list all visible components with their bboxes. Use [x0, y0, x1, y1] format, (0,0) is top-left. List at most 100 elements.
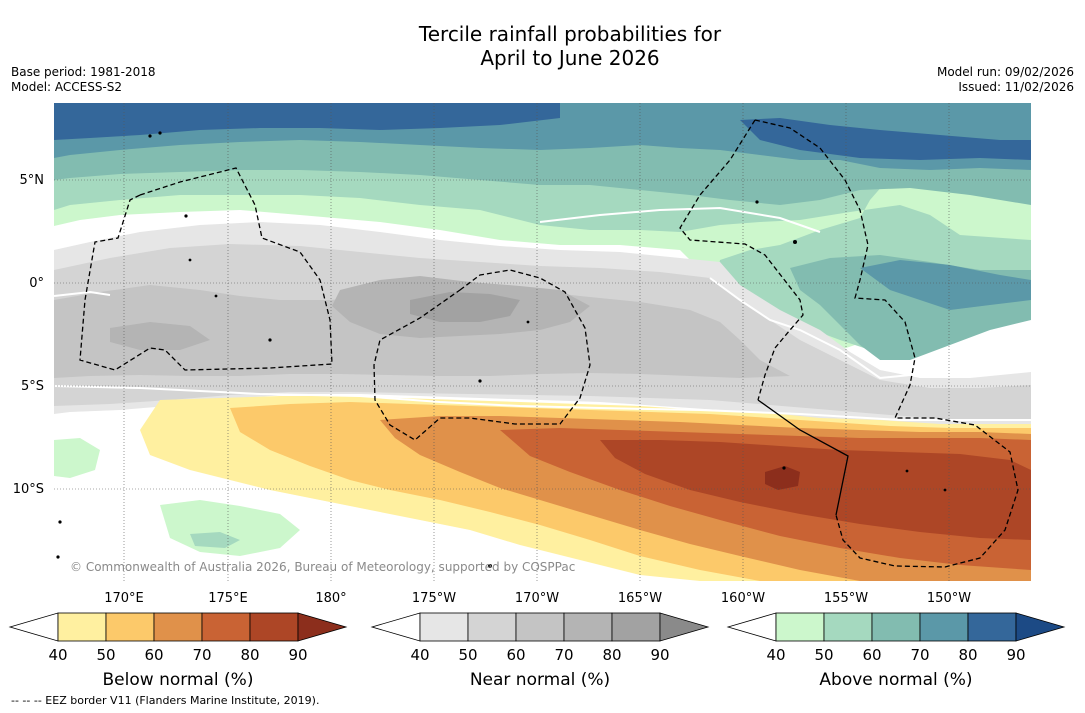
colorbar-below-tick: 80	[240, 646, 259, 664]
lon-label-150w: 150°W	[927, 591, 971, 606]
colorbar-near-segment	[467, 612, 517, 642]
colorbar-near-title: Near normal (%)	[470, 670, 610, 690]
colorbar-below-segment	[153, 612, 203, 642]
colorbar-near-segment	[515, 612, 565, 642]
eez-kiribati-gilbert	[79, 167, 333, 371]
above-80-east-region	[740, 118, 1031, 160]
islands	[56, 131, 947, 568]
colorbar-above-high-arrow	[1015, 612, 1066, 642]
eez-solid-segment	[757, 399, 849, 516]
colorbar-above-segment	[919, 612, 969, 642]
eez-kiribati-line-west	[679, 119, 804, 401]
above-40-south-patch	[54, 438, 100, 478]
island	[58, 520, 62, 524]
eez-footnote: -- -- -- EEZ border V11 (Flanders Marine…	[11, 694, 320, 707]
colorbar-above-segment	[967, 612, 1017, 642]
island	[214, 294, 218, 298]
colorbar-near: 40 50 60 70 80 90 Near normal (%)	[370, 612, 710, 690]
colorbar-below-high-arrow	[297, 612, 348, 642]
lat-label-5s: 5°S	[21, 379, 44, 394]
colorbar-below-title: Below normal (%)	[103, 670, 254, 690]
lon-label-175w: 175°W	[412, 591, 456, 606]
above-80-region	[54, 103, 560, 140]
chart-title-line1: Tercile rainfall probabilities for	[418, 22, 722, 46]
copyright-text: © Commonwealth of Australia 2026, Bureau…	[70, 560, 575, 574]
lat-label-10s: 10°S	[13, 482, 44, 497]
colorbar-below-segment	[249, 612, 299, 642]
colorbar-above-segment	[871, 612, 921, 642]
island	[268, 338, 272, 342]
eez-borders	[79, 119, 1019, 568]
island	[755, 200, 759, 204]
lon-label-170e: 170°E	[104, 591, 144, 606]
meta-left: Base period: 1981-2018 Model: ACCESS-S2	[11, 65, 156, 95]
above-70-south-region	[860, 260, 1031, 310]
island	[188, 258, 192, 262]
colorbar-above-low-arrow	[726, 612, 777, 642]
island	[148, 134, 152, 138]
model-run-label: Model run: 09/02/2026	[936, 65, 1074, 79]
chart-title: Tercile rainfall probabilities for April…	[0, 22, 1085, 70]
issued-label: Issued: 11/02/2026	[958, 80, 1074, 94]
island	[905, 469, 909, 473]
colorbar-near-segment	[563, 612, 613, 642]
gridlines	[54, 103, 1031, 581]
contour-above-boundary	[54, 206, 1031, 380]
below-80-region	[600, 440, 1031, 540]
colorbar-above-title: Above normal (%)	[819, 670, 972, 690]
island	[184, 214, 188, 218]
lat-label-5n: 5°N	[20, 173, 45, 188]
colorbar-above-tick: 90	[1006, 646, 1025, 664]
island	[526, 320, 530, 324]
colorbar-below-tick: 70	[192, 646, 211, 664]
above-50-southwest-patch	[190, 532, 240, 548]
colorbar-near-tick: 50	[458, 646, 477, 664]
lon-label-160w: 160°W	[721, 591, 765, 606]
below-90-region	[765, 466, 800, 490]
colorbar-above-tick: 70	[910, 646, 929, 664]
colorbar-above-tick: 80	[958, 646, 977, 664]
colorbar-above: 40 50 60 70 80 90 Above normal (%)	[726, 612, 1066, 690]
near-70-west-region	[110, 322, 210, 350]
colorbar-above-segment	[775, 612, 825, 642]
colorbar-below-segment	[201, 612, 251, 642]
colorbar-above-segment	[823, 612, 873, 642]
chart-title-line2: April to June 2026	[480, 46, 660, 70]
eez-kiribati-line	[754, 119, 1019, 568]
colorbar-near-tick: 40	[410, 646, 429, 664]
colorbar-near-low-arrow	[370, 612, 421, 642]
colorbar-below-segment	[57, 612, 107, 642]
contour-below-boundary	[54, 385, 1031, 421]
island	[488, 564, 492, 568]
colorbar-near-segment	[419, 612, 469, 642]
colorbar-above-tick: 50	[814, 646, 833, 664]
colorbar-near-segment	[611, 612, 661, 642]
lon-label-175e: 175°E	[208, 591, 248, 606]
colorbar-near-tick: 80	[602, 646, 621, 664]
map-area: © Commonwealth of Australia 2026, Bureau…	[54, 103, 1031, 581]
colorbar-below-tick: 60	[144, 646, 163, 664]
island	[478, 379, 482, 383]
colorbar-near-high-arrow	[659, 612, 710, 642]
lon-label-165w: 165°W	[618, 591, 662, 606]
lat-label-0: 0°	[29, 276, 44, 291]
colorbar-below-segment	[105, 612, 155, 642]
lat-axis: 5°N 0° 5°S 10°S	[13, 173, 44, 497]
island	[56, 555, 60, 559]
colorbar-below-tick: 90	[288, 646, 307, 664]
lon-axis: 170°E 175°E 180° 175°W 170°W 165°W 160°W…	[104, 591, 971, 606]
base-period-label: Base period: 1981-2018	[11, 65, 156, 79]
colorbar-below-tick: 50	[96, 646, 115, 664]
island	[793, 240, 797, 244]
colorbar-near-tick: 90	[650, 646, 669, 664]
eez-kiribati-phoenix	[373, 269, 591, 441]
lon-label-180: 180°	[315, 591, 346, 606]
colorbar-above-tick: 40	[766, 646, 785, 664]
colorbar-near-tick: 70	[554, 646, 573, 664]
lon-label-170w: 170°W	[515, 591, 559, 606]
island	[158, 131, 162, 135]
model-label: Model: ACCESS-S2	[11, 80, 123, 94]
island	[943, 488, 947, 492]
colorbar-below-low-arrow	[8, 612, 59, 642]
